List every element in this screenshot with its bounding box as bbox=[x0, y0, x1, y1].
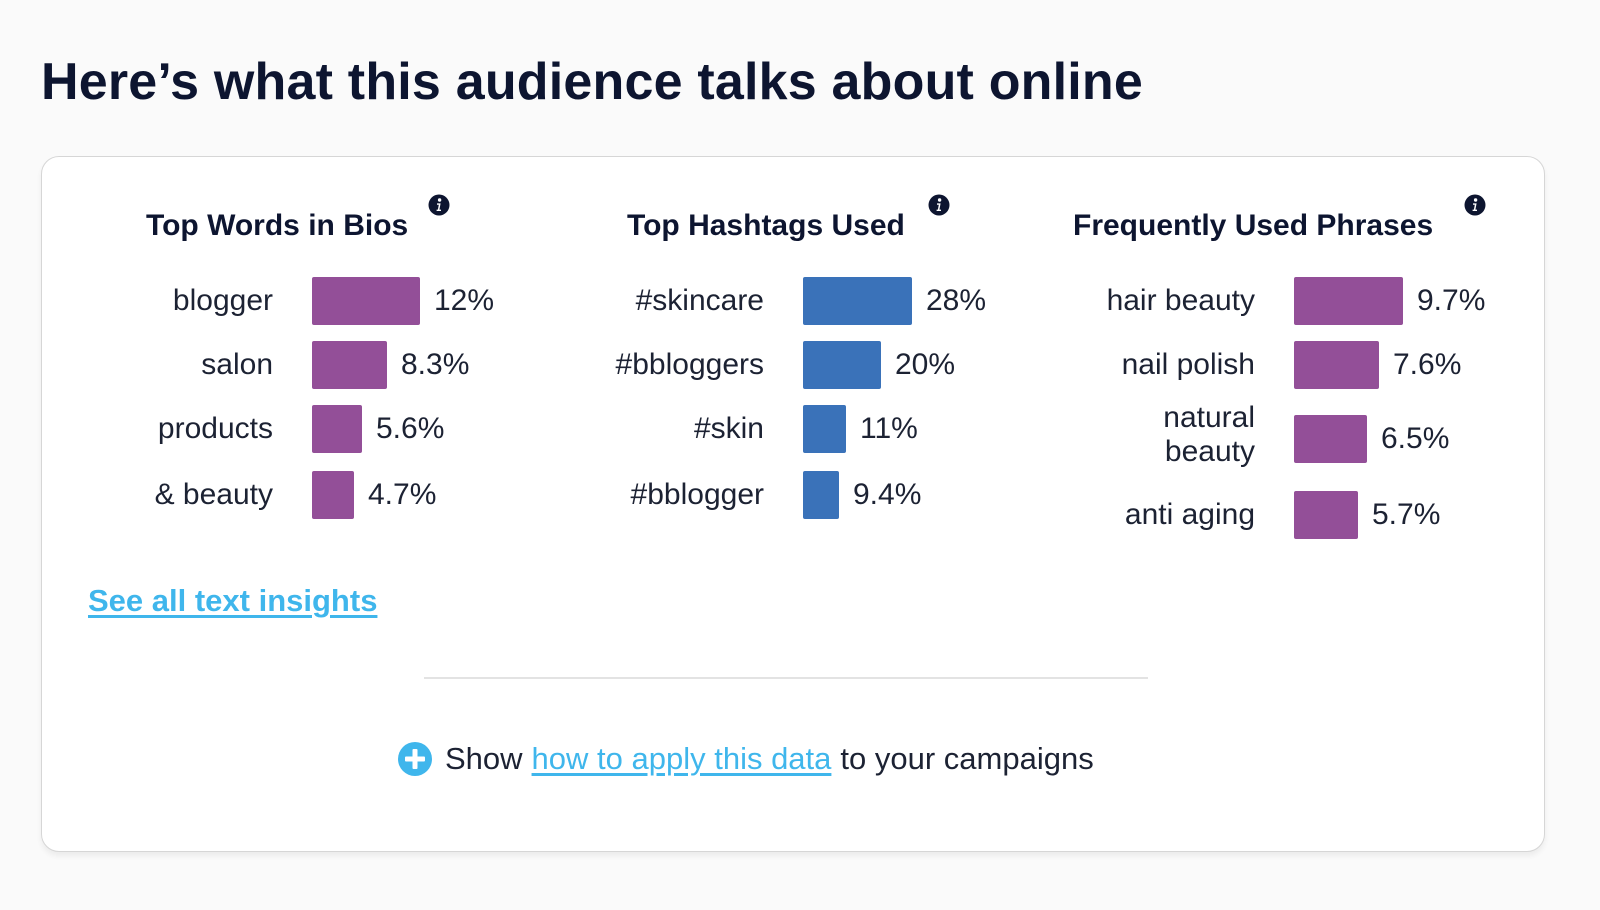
category-label: #bbloggers bbox=[615, 348, 764, 381]
category-label: natural beauty bbox=[1163, 401, 1255, 468]
divider bbox=[424, 677, 1148, 679]
value-label: 28% bbox=[926, 284, 987, 317]
bar bbox=[312, 277, 420, 325]
plus-circle-icon[interactable] bbox=[397, 741, 433, 777]
bar bbox=[803, 277, 912, 325]
see-all-text-insights-link[interactable]: See all text insights bbox=[88, 583, 378, 618]
bar bbox=[312, 341, 387, 389]
value-label: 9.7% bbox=[1417, 284, 1486, 317]
bar bbox=[1294, 341, 1379, 389]
value-label: 6.5% bbox=[1381, 422, 1450, 455]
page-title: Here’s what this audience talks about on… bbox=[41, 53, 1144, 111]
value-label: 8.3% bbox=[401, 348, 470, 381]
info-icon[interactable] bbox=[428, 194, 450, 216]
info-icon[interactable] bbox=[1464, 194, 1486, 216]
value-label: 20% bbox=[895, 348, 956, 381]
bar bbox=[803, 405, 846, 453]
category-label: #bblogger bbox=[630, 478, 764, 511]
category-label: #skincare bbox=[635, 284, 764, 317]
value-label: 11% bbox=[860, 412, 918, 445]
category-label: nail polish bbox=[1121, 348, 1255, 381]
show-suffix-text: to your campaigns bbox=[840, 741, 1094, 776]
insights-card: Top Words in Bios blogger 12% salon 8.3% prod… bbox=[41, 156, 1545, 852]
bar bbox=[1294, 415, 1367, 463]
bar bbox=[312, 405, 362, 453]
category-label: blogger bbox=[172, 284, 273, 317]
bar bbox=[803, 471, 839, 519]
category-label: & beauty bbox=[154, 478, 273, 511]
show-prefix-text: Show bbox=[445, 741, 523, 776]
apply-data-link[interactable]: how to apply this data bbox=[531, 741, 832, 776]
value-label: 12% bbox=[434, 284, 495, 317]
value-label: 5.6% bbox=[376, 412, 445, 445]
category-label: salon bbox=[201, 348, 273, 381]
chart-title: Top Words in Bios bbox=[146, 209, 409, 242]
value-label: 4.7% bbox=[368, 478, 437, 511]
category-label: hair beauty bbox=[1106, 284, 1255, 317]
bar bbox=[1294, 277, 1403, 325]
category-label: products bbox=[157, 412, 273, 445]
value-label: 9.4% bbox=[853, 478, 922, 511]
bar bbox=[1294, 491, 1358, 539]
bar bbox=[803, 341, 881, 389]
value-label: 5.7% bbox=[1372, 498, 1441, 531]
show-apply-row: Show how to apply this data to your camp… bbox=[397, 739, 1094, 779]
info-icon[interactable] bbox=[928, 194, 950, 216]
bar bbox=[312, 471, 354, 519]
chart-title: Top Hashtags Used bbox=[627, 209, 905, 242]
category-label: #skin bbox=[693, 412, 764, 445]
value-label: 7.6% bbox=[1393, 348, 1462, 381]
category-label: anti aging bbox=[1124, 498, 1255, 531]
chart-title: Frequently Used Phrases bbox=[1073, 209, 1434, 242]
